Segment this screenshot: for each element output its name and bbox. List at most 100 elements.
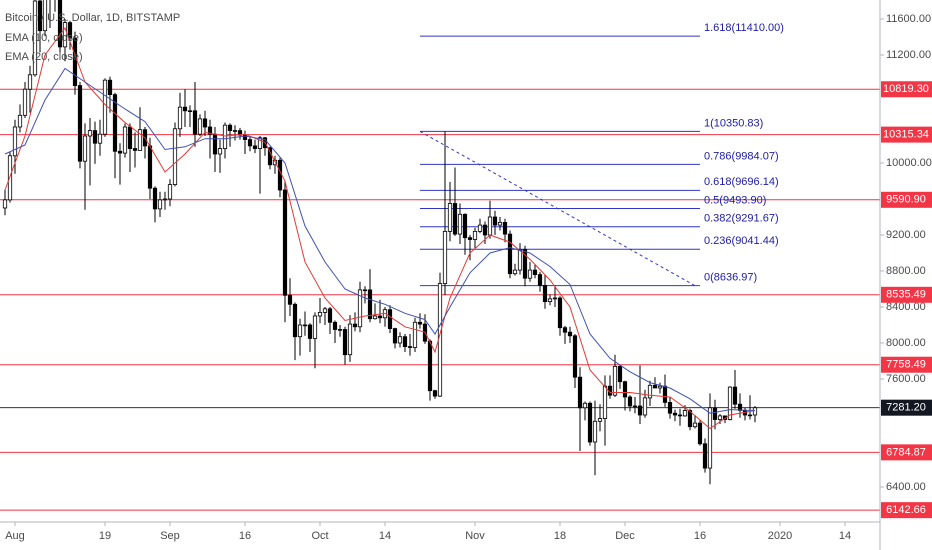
candle-body	[197, 118, 203, 135]
candle-body	[42, 0, 48, 32]
candle-body	[532, 269, 538, 275]
candle-body	[92, 130, 98, 144]
candle-body	[507, 233, 513, 275]
candle-body	[732, 386, 738, 405]
candle-body	[577, 376, 583, 409]
candle-body	[257, 137, 263, 149]
candle-body	[27, 74, 33, 90]
candle-body	[427, 340, 433, 392]
candle-body	[332, 321, 338, 330]
candle-body	[402, 336, 408, 347]
candle-body	[62, 22, 68, 48]
candle-body	[327, 308, 333, 323]
candle-body	[752, 407, 758, 416]
y-tick-label: 6400.00	[886, 481, 926, 493]
candle-body	[362, 289, 368, 292]
candle-body	[357, 289, 363, 328]
candle-body	[477, 224, 483, 232]
candle-body	[567, 331, 573, 337]
candle-body	[467, 237, 473, 240]
fib-label: 0.382(9291.67)	[704, 213, 779, 225]
last-price-badge	[881, 399, 932, 416]
candle-body	[222, 124, 228, 149]
y-tick-label: 8800.00	[886, 265, 926, 277]
candle-body	[632, 405, 638, 408]
candle-body	[287, 294, 293, 305]
level-badge	[881, 286, 932, 303]
candle-body	[487, 216, 493, 236]
candle-body	[97, 133, 103, 144]
x-tick-label: Oct	[311, 530, 328, 542]
candle-body	[177, 106, 183, 130]
candle-body	[187, 110, 193, 112]
candle-body	[117, 150, 123, 154]
x-tick-label: 16	[239, 530, 251, 542]
candle-body	[527, 269, 533, 279]
candle-body	[77, 85, 83, 162]
candle-body	[72, 37, 78, 86]
candle-body	[557, 297, 563, 329]
candle-body	[57, 0, 63, 48]
candle-body	[107, 79, 113, 95]
candle-body	[687, 410, 693, 428]
candle-body	[702, 443, 708, 469]
level-badge	[881, 502, 932, 519]
candle-body	[132, 148, 138, 151]
y-tick-label: 11200.00	[886, 49, 931, 61]
x-tick-label: 18	[554, 530, 566, 542]
candle-body	[167, 184, 173, 200]
x-tick-label: 16	[694, 530, 706, 542]
candle-body	[337, 329, 343, 331]
candle-body	[367, 289, 373, 320]
candle-body	[277, 159, 283, 191]
trend-line	[419, 130, 696, 287]
candle-body	[312, 315, 318, 339]
legend-entry: EMA (10, close)	[5, 32, 83, 44]
candle-body	[412, 321, 418, 348]
y-tick-label: 8400.00	[886, 301, 926, 313]
last-price-label: 7281.20	[886, 402, 926, 414]
candle-body	[717, 415, 723, 420]
candle-body	[212, 133, 218, 155]
candle-body	[397, 336, 403, 344]
candle-body	[112, 94, 118, 152]
candle-body	[692, 422, 698, 428]
candle-body	[542, 284, 548, 302]
candle-body	[727, 386, 733, 420]
candle-body	[597, 418, 603, 422]
candle-body	[82, 135, 88, 162]
candle-body	[322, 308, 328, 313]
x-tick-label: 2020	[768, 530, 792, 542]
candle-body	[697, 422, 703, 445]
candle-body	[647, 384, 653, 399]
candle-body	[587, 402, 593, 443]
candle-body	[737, 403, 743, 411]
candle-body	[627, 396, 633, 407]
candle-body	[127, 126, 133, 149]
level-badge	[881, 126, 932, 143]
candle-body	[372, 315, 378, 320]
candle-body	[282, 189, 288, 296]
candle-body	[102, 79, 108, 135]
candle-body	[517, 248, 523, 271]
candle-body	[547, 298, 553, 302]
x-tick-label: 14	[839, 530, 851, 542]
candle-body	[667, 401, 673, 414]
candle-body	[17, 114, 23, 128]
candle-body	[302, 324, 308, 327]
candle-body	[712, 407, 718, 420]
level-label: 10819.30	[883, 83, 929, 95]
candle-body	[152, 187, 158, 210]
candle-body	[682, 410, 688, 417]
fib-label: 0.618(9696.14)	[704, 176, 779, 188]
candle-body	[207, 126, 213, 135]
candle-body	[492, 216, 498, 226]
plot-area: 1.618(11410.00) 1(10350.83) 0.786(9984.07)…	[0, 0, 880, 511]
x-tick-label: 19	[99, 530, 111, 542]
candle-body	[512, 269, 518, 275]
candle-body	[537, 274, 543, 286]
candle-body	[447, 203, 453, 232]
candle-body	[157, 199, 163, 210]
candle-body	[672, 412, 678, 416]
